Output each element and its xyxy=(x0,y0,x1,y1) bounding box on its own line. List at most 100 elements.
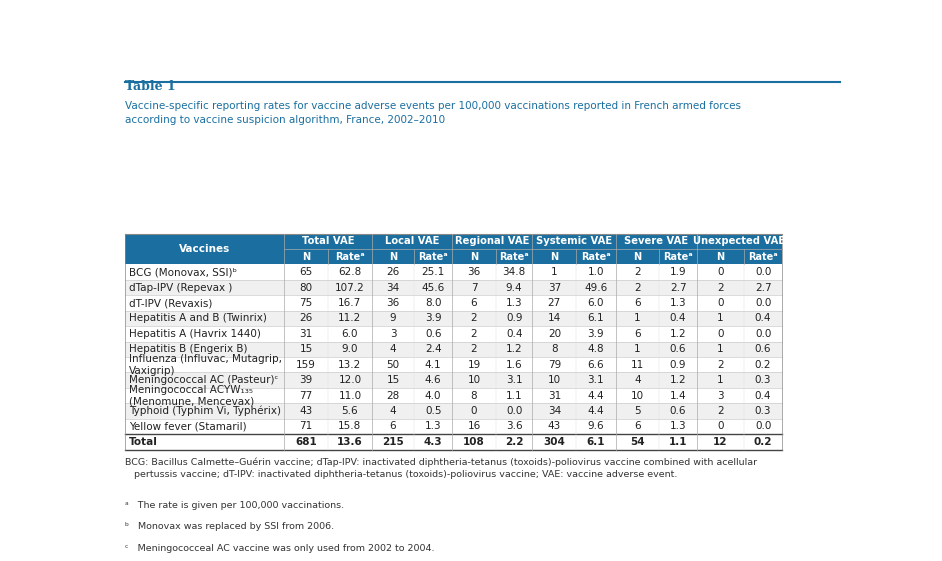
Bar xyxy=(125,326,782,342)
Text: 0.0: 0.0 xyxy=(755,421,771,431)
Text: 25.1: 25.1 xyxy=(421,267,445,277)
Text: 49.6: 49.6 xyxy=(584,283,608,293)
Text: 43: 43 xyxy=(300,406,313,416)
Text: 71: 71 xyxy=(300,421,313,431)
Text: 0.0: 0.0 xyxy=(755,298,771,308)
Text: 26: 26 xyxy=(386,267,399,277)
Text: 159: 159 xyxy=(296,360,316,370)
Text: Total: Total xyxy=(129,437,157,447)
Text: 1.9: 1.9 xyxy=(670,267,687,277)
Bar xyxy=(284,233,372,249)
Text: 1.3: 1.3 xyxy=(506,298,523,308)
Text: 3: 3 xyxy=(717,390,723,401)
Text: 50: 50 xyxy=(386,360,399,370)
Text: 2: 2 xyxy=(717,360,723,370)
Text: 0.4: 0.4 xyxy=(755,390,771,401)
Text: 2: 2 xyxy=(634,283,641,293)
Text: 37: 37 xyxy=(547,283,560,293)
Text: 3.9: 3.9 xyxy=(588,329,604,339)
Text: 36: 36 xyxy=(467,267,480,277)
Text: 4.8: 4.8 xyxy=(588,344,604,355)
Text: 3.9: 3.9 xyxy=(425,314,442,324)
Text: 16: 16 xyxy=(467,421,480,431)
Text: 2: 2 xyxy=(471,344,478,355)
Text: 43: 43 xyxy=(547,421,560,431)
Bar xyxy=(125,311,782,326)
Text: ᶜ   Meningococceal AC vaccine was only used from 2002 to 2004.: ᶜ Meningococceal AC vaccine was only use… xyxy=(125,544,434,553)
Text: 215: 215 xyxy=(382,437,404,447)
Text: 31: 31 xyxy=(300,329,313,339)
Text: 3: 3 xyxy=(390,329,397,339)
Text: 1.1: 1.1 xyxy=(669,437,688,447)
Text: 0.0: 0.0 xyxy=(755,329,771,339)
Text: Local VAE: Local VAE xyxy=(384,236,439,246)
Text: 4.1: 4.1 xyxy=(425,360,442,370)
Text: 6.1: 6.1 xyxy=(588,314,604,324)
Text: Rateᵃ: Rateᵃ xyxy=(418,252,448,262)
Text: 2.7: 2.7 xyxy=(670,283,687,293)
Text: 1: 1 xyxy=(717,375,723,385)
Text: N: N xyxy=(550,252,559,262)
Text: 0.9: 0.9 xyxy=(670,360,687,370)
Bar xyxy=(372,233,452,249)
Text: 2: 2 xyxy=(471,329,478,339)
Text: 108: 108 xyxy=(463,437,485,447)
Text: 4.3: 4.3 xyxy=(424,437,443,447)
Text: 0: 0 xyxy=(471,406,478,416)
Text: 6: 6 xyxy=(390,421,397,431)
Text: 1.2: 1.2 xyxy=(506,344,523,355)
Text: 62.8: 62.8 xyxy=(338,267,362,277)
Text: 6.6: 6.6 xyxy=(588,360,604,370)
Bar xyxy=(125,419,782,434)
Bar xyxy=(284,249,372,264)
Text: Unexpected VAE: Unexpected VAE xyxy=(693,236,786,246)
Text: 3.6: 3.6 xyxy=(506,421,523,431)
Text: ᵃ   The rate is given per 100,000 vaccinations.: ᵃ The rate is given per 100,000 vaccinat… xyxy=(125,500,344,509)
Text: 1.6: 1.6 xyxy=(506,360,523,370)
Text: 0: 0 xyxy=(717,421,723,431)
Text: 6.0: 6.0 xyxy=(342,329,358,339)
Text: 6: 6 xyxy=(634,329,641,339)
Bar xyxy=(532,233,616,249)
Text: 12: 12 xyxy=(713,437,727,447)
Text: 107.2: 107.2 xyxy=(335,283,365,293)
Text: 65: 65 xyxy=(300,267,313,277)
Text: Hepatitis B (Engerix B): Hepatitis B (Engerix B) xyxy=(129,344,247,355)
Text: 9.4: 9.4 xyxy=(506,283,523,293)
Text: dT-IPV (Revaxis): dT-IPV (Revaxis) xyxy=(129,298,212,308)
Bar xyxy=(125,403,782,419)
Text: 20: 20 xyxy=(547,329,560,339)
Text: 1.0: 1.0 xyxy=(588,267,604,277)
Text: 0: 0 xyxy=(717,298,723,308)
Text: 2.7: 2.7 xyxy=(755,283,771,293)
Text: 4.4: 4.4 xyxy=(588,406,604,416)
Text: Rateᵃ: Rateᵃ xyxy=(663,252,693,262)
Text: Rateᵃ: Rateᵃ xyxy=(335,252,365,262)
Text: 79: 79 xyxy=(547,360,560,370)
Text: 5.6: 5.6 xyxy=(342,406,358,416)
Text: 0: 0 xyxy=(717,329,723,339)
Text: 0.2: 0.2 xyxy=(755,360,771,370)
Text: 0.6: 0.6 xyxy=(670,406,687,416)
Text: 13.6: 13.6 xyxy=(337,437,363,447)
Text: 6: 6 xyxy=(471,298,478,308)
Text: 3.1: 3.1 xyxy=(588,375,604,385)
Text: Rateᵃ: Rateᵃ xyxy=(581,252,610,262)
Text: 27: 27 xyxy=(547,298,560,308)
Text: 4.4: 4.4 xyxy=(588,390,604,401)
Text: 4.6: 4.6 xyxy=(425,375,442,385)
Text: dTap-IPV (Repevax ): dTap-IPV (Repevax ) xyxy=(129,283,232,293)
Text: 36: 36 xyxy=(386,298,399,308)
Text: N: N xyxy=(633,252,642,262)
Text: 0.4: 0.4 xyxy=(670,314,687,324)
Text: 3.1: 3.1 xyxy=(506,375,523,385)
Text: 0.2: 0.2 xyxy=(754,437,772,447)
Text: 2: 2 xyxy=(634,267,641,277)
Text: 12.0: 12.0 xyxy=(338,375,362,385)
Text: 9.0: 9.0 xyxy=(342,344,358,355)
Text: 8: 8 xyxy=(551,344,558,355)
Text: Total VAE: Total VAE xyxy=(301,236,354,246)
Text: Hepatitis A (Havrix 1440): Hepatitis A (Havrix 1440) xyxy=(129,329,261,339)
Bar xyxy=(532,249,616,264)
Text: 10: 10 xyxy=(467,375,480,385)
